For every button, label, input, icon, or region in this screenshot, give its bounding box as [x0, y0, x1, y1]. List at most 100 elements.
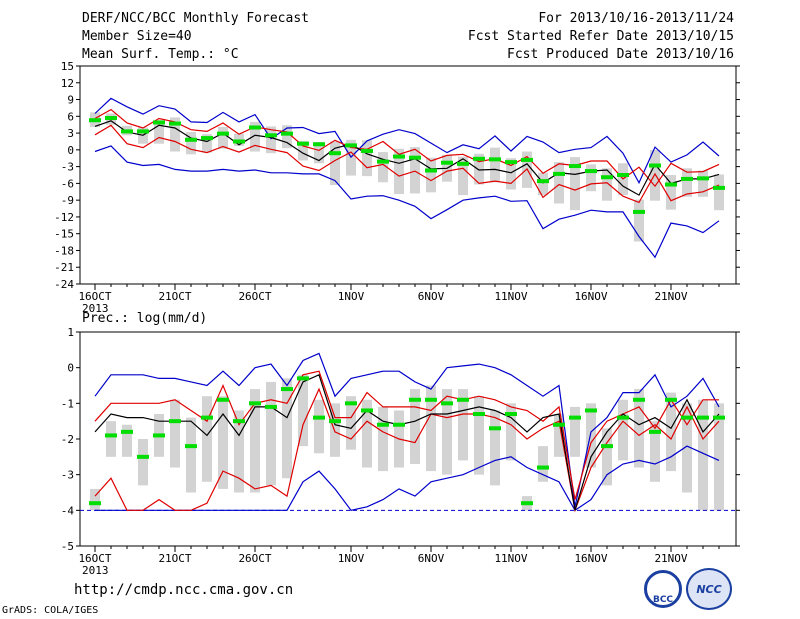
panel2-median-marker: [201, 415, 213, 420]
panel1-spread-box: [698, 170, 708, 197]
panel1-spread-box: [474, 153, 484, 185]
panel1-x-tick-label: 11NOV: [494, 290, 527, 303]
panel2-median-marker: [265, 404, 277, 409]
panel2-y-tick-label: 0: [67, 362, 74, 375]
panel1-spread-box: [394, 148, 404, 195]
panel2-x-tick-label: 6NOV: [418, 552, 445, 565]
panel2-spread-box: [138, 439, 148, 486]
panel1-spread-box: [426, 157, 436, 193]
panel2-median-marker: [569, 415, 581, 420]
panel1-median-marker: [617, 173, 629, 177]
panel2-x-tick-label: 11NOV: [494, 552, 527, 565]
forecast-period: For 2013/10/16-2013/11/24: [538, 11, 734, 26]
panel2-spread-box: [490, 410, 500, 486]
panel2-median-marker: [585, 408, 597, 413]
panel1-min-line: [94, 145, 720, 259]
panel2-x-tick-label: 16OCT: [78, 552, 111, 565]
panel2-x-tick-label: 16NOV: [574, 552, 607, 565]
panel1-spread-box: [650, 149, 660, 201]
panel1-spread-box: [682, 168, 692, 197]
panel2-median-marker: [665, 397, 677, 402]
panel1-y-tick-label: -12: [54, 211, 74, 224]
panel2-spread-box: [426, 385, 436, 472]
panel1-median-marker: [297, 141, 309, 146]
panel1-spread-box: [298, 140, 308, 161]
panel1-upper-line: [94, 108, 720, 188]
panel2-median-marker: [345, 401, 357, 406]
panel2-median-marker: [121, 429, 133, 434]
panel2-spread-box: [234, 410, 244, 493]
panel2-spread-box: [650, 421, 660, 482]
panel1-median-marker: [329, 151, 341, 156]
panel2-upper-line: [94, 370, 719, 500]
panel2-median-marker: [537, 465, 549, 470]
panel2-median-marker: [377, 422, 389, 427]
panel2-max-line: [94, 352, 720, 507]
panel2-median-marker: [617, 415, 629, 420]
panel2-median-marker: [393, 422, 405, 427]
panel2-spread-box: [186, 417, 196, 493]
panel2-median-marker: [601, 444, 613, 449]
panel1-median-marker: [601, 175, 613, 180]
panel1-x-tick-label: 21NOV: [654, 290, 687, 303]
panel2-spread-box: [714, 403, 724, 511]
panel2-spread-box: [378, 406, 388, 472]
panel1-median-marker: [169, 121, 181, 126]
panel2-y-tick-label: -2: [61, 433, 74, 446]
panel2-spread-box: [618, 399, 628, 461]
panel2-mean-line: [94, 373, 720, 511]
panel2-y-tick-label: 1: [67, 326, 74, 339]
panel2-y-tick-label: -4: [61, 504, 75, 517]
panel2-spread-box: [474, 396, 484, 475]
panel1-median-marker: [345, 143, 357, 148]
panel2-x-tick-label: 1NOV: [338, 552, 365, 565]
panel1-median-marker: [473, 156, 485, 161]
panel1-median-marker: [377, 159, 389, 164]
grads-credit: GrADS: COLA/IGES: [2, 605, 99, 616]
panel2-median-marker: [505, 412, 517, 417]
panel2-spread-box: [90, 488, 100, 511]
panel2-spread-box: [634, 389, 644, 468]
panel1-spread-box: [170, 117, 180, 152]
panel1-median-marker: [537, 179, 549, 184]
panel2-spread-box: [106, 421, 116, 457]
panel1-spread-box: [554, 162, 564, 204]
panel1-spread-box: [410, 147, 420, 194]
panel1-spread-box: [602, 168, 612, 201]
panel1-median-marker: [457, 161, 469, 166]
panel2-spread-box: [346, 396, 356, 450]
bcc-logo-text: BCC: [652, 595, 674, 605]
panel1-median-marker: [697, 176, 709, 181]
member-size-label: Member Size=40: [82, 29, 192, 44]
panel1-spread-box: [378, 152, 388, 183]
source-url[interactable]: http://cmdp.ncc.cma.gov.cn: [74, 582, 294, 598]
panel2-median-marker: [105, 433, 117, 438]
panel2-median-marker: [409, 397, 421, 402]
panel2-median-marker: [713, 415, 725, 420]
panel1-spread-box: [330, 141, 340, 186]
panel2-x-tick-label: 26OCT: [238, 552, 271, 565]
panel2-median-marker: [425, 397, 437, 402]
variable-label: Mean Surf. Temp.: °C: [82, 47, 239, 62]
panel1-y-tick-label: 15: [61, 60, 74, 73]
ncc-logo-text: NCC: [696, 583, 722, 596]
panel2-median-marker: [297, 376, 309, 381]
panel2-spread-box: [570, 406, 580, 457]
panel2-median-marker: [457, 397, 469, 402]
panel1-spread-box: [314, 142, 324, 164]
panel1-median-marker: [233, 139, 245, 144]
panel1-median-marker: [681, 176, 693, 181]
panel2-spread-box: [682, 403, 692, 493]
panel1-median-marker: [89, 118, 101, 123]
panel1-median-marker: [137, 129, 149, 134]
chart-title: DERF/NCC/BCC Monthly Forecast: [82, 11, 309, 26]
panel2-y-tick-label: -3: [61, 469, 74, 482]
panel1-spread-box: [250, 121, 260, 152]
panel2-median-marker: [137, 454, 149, 459]
bcc-logo: BCC: [644, 570, 682, 608]
panel1-spread-box: [666, 175, 676, 210]
panel2-median-marker: [521, 501, 533, 506]
panel1-y-tick-label: 9: [67, 94, 74, 107]
panel1-mean-line: [94, 120, 720, 196]
panel2-y-tick-label: -1: [61, 397, 74, 410]
